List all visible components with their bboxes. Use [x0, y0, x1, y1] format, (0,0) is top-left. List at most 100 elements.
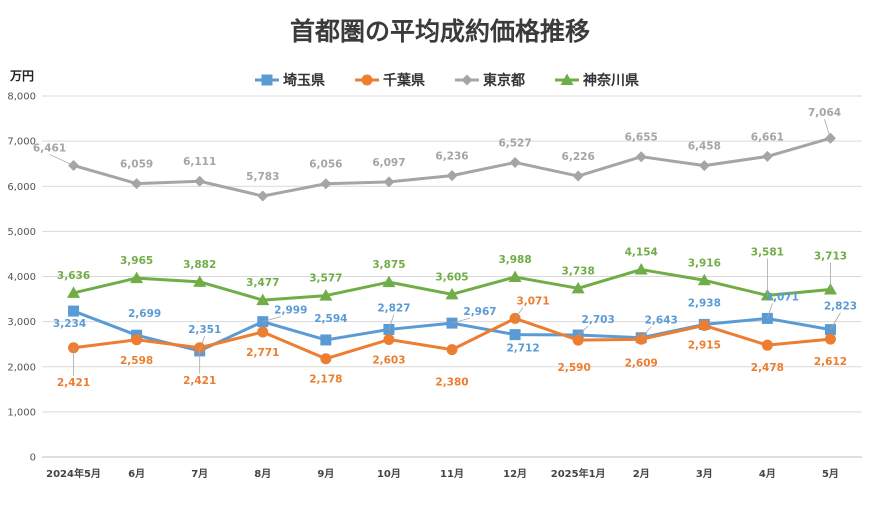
marker-千葉県 — [824, 333, 836, 345]
leader-line — [824, 119, 831, 139]
marker-東京都 — [509, 156, 521, 168]
data-label-埼玉県: 2,999 — [274, 305, 307, 317]
data-label-千葉県: 2,609 — [625, 357, 658, 369]
data-label-神奈川県: 3,882 — [183, 259, 216, 271]
data-label-千葉県: 3,071 — [516, 295, 549, 307]
data-label-埼玉県: 2,594 — [314, 313, 347, 325]
y-tick-label: 1,000 — [7, 407, 36, 418]
marker-千葉県 — [131, 334, 143, 346]
marker-神奈川県 — [445, 287, 459, 300]
data-label-埼玉県: 2,712 — [506, 343, 539, 355]
marker-神奈川県 — [67, 286, 81, 298]
legend-item-神奈川県: 神奈川県 — [555, 72, 639, 89]
marker-東京都 — [698, 160, 710, 172]
data-label-埼玉県: 2,703 — [582, 314, 615, 326]
y-tick-label: 8,000 — [7, 92, 36, 103]
marker-東京都 — [320, 178, 332, 190]
data-label-東京都: 6,059 — [120, 159, 153, 171]
data-label-神奈川県: 3,577 — [309, 273, 342, 285]
legend: 埼玉県 千葉県 東京都 神奈川県 — [255, 72, 639, 89]
data-label-千葉県: 2,598 — [120, 355, 153, 367]
legend-label: 千葉県 — [383, 72, 425, 89]
data-label-埼玉県: 2,823 — [824, 301, 857, 313]
marker-千葉県 — [257, 326, 269, 338]
marker-神奈川県 — [319, 289, 333, 301]
x-tick-label: 5月 — [822, 468, 839, 480]
grid — [42, 95, 862, 458]
marker-神奈川県 — [571, 281, 585, 294]
data-label-千葉県: 2,771 — [246, 347, 279, 359]
y-axis-ticks: 0 1,000 2,000 3,000 4,000 5,000 6,000 7,000 8,00… — [7, 92, 36, 464]
legend-item-東京都: 東京都 — [455, 72, 525, 89]
data-label-神奈川県: 3,965 — [120, 255, 153, 267]
leader-line — [640, 326, 652, 339]
y-tick-label: 2,000 — [7, 362, 36, 373]
marker-神奈川県 — [560, 73, 574, 85]
y-tick-label: 0 — [30, 453, 36, 464]
marker-神奈川県 — [256, 293, 270, 306]
leader-line — [262, 316, 281, 323]
marker-埼玉県 — [261, 74, 273, 86]
marker-東京都 — [194, 175, 206, 187]
marker-埼玉県 — [68, 305, 80, 317]
data-label-埼玉県: 2,967 — [463, 306, 496, 318]
legend-item-埼玉県: 埼玉県 — [255, 72, 325, 89]
y-tick-label: 6,000 — [7, 182, 36, 193]
leader-line — [767, 303, 773, 319]
data-label-千葉県: 2,478 — [751, 362, 784, 374]
marker-千葉県 — [635, 333, 647, 345]
marker-神奈川県 — [130, 271, 144, 284]
data-label-神奈川県: 3,916 — [688, 257, 721, 269]
data-label-神奈川県: 3,713 — [814, 250, 847, 262]
y-tick-label: 7,000 — [7, 137, 36, 148]
marker-千葉県 — [761, 339, 773, 351]
marker-千葉県 — [361, 74, 373, 86]
data-label-千葉県: 2,603 — [372, 355, 405, 367]
marker-神奈川県 — [508, 270, 522, 283]
marker-東京都 — [383, 176, 395, 188]
marker-埼玉県 — [320, 334, 332, 346]
data-label-埼玉県: 3,071 — [766, 291, 799, 303]
data-label-千葉県: 2,380 — [435, 377, 468, 389]
marker-千葉県 — [446, 344, 458, 356]
x-axis-ticks: 2024年5月 6月 7月 8月 9月 10月 11月 12月 2025年1月 2月 3月 4月 5月 — [46, 467, 839, 480]
x-tick-label: 4月 — [759, 468, 776, 480]
legend-label: 東京都 — [483, 72, 525, 89]
data-label-千葉県: 2,421 — [183, 375, 216, 387]
marker-神奈川県 — [634, 263, 648, 275]
x-tick-label: 12月 — [503, 468, 527, 480]
marker-東京都 — [446, 170, 458, 182]
y-tick-label: 4,000 — [7, 272, 36, 283]
data-label-神奈川県: 3,988 — [498, 254, 531, 266]
leader-line — [199, 335, 206, 352]
chart-title: 首都圏の平均成約価格推移 — [290, 17, 590, 46]
marker-千葉県 — [572, 334, 584, 346]
y-tick-label: 3,000 — [7, 317, 36, 328]
marker-千葉県 — [320, 353, 332, 365]
leader-line — [451, 317, 471, 324]
x-tick-label: 11月 — [440, 468, 464, 480]
x-tick-label: 6月 — [128, 468, 145, 480]
x-tick-label: 2月 — [633, 468, 650, 480]
data-label-神奈川県: 3,875 — [372, 259, 405, 271]
marker-千葉県 — [698, 319, 710, 331]
data-label-埼玉県: 3,234 — [53, 318, 86, 330]
legend-label: 神奈川県 — [583, 72, 639, 89]
data-label-千葉県: 2,178 — [309, 374, 342, 386]
marker-東京都 — [257, 190, 269, 202]
data-label-東京都: 6,097 — [372, 157, 405, 169]
marker-東京都 — [461, 74, 473, 86]
marker-東京都 — [761, 150, 773, 162]
x-tick-label: 2025年1月 — [551, 467, 606, 480]
data-label-神奈川県: 3,581 — [751, 246, 784, 258]
data-label-神奈川県: 4,154 — [625, 247, 658, 259]
x-tick-label: 9月 — [317, 468, 334, 480]
data-label-神奈川県: 3,738 — [562, 265, 595, 277]
legend-label: 埼玉県 — [283, 72, 325, 89]
marker-東京都 — [131, 178, 143, 190]
data-label-東京都: 6,056 — [309, 159, 342, 171]
x-tick-label: 2024年5月 — [46, 467, 101, 480]
data-label-埼玉県: 2,351 — [188, 324, 221, 336]
